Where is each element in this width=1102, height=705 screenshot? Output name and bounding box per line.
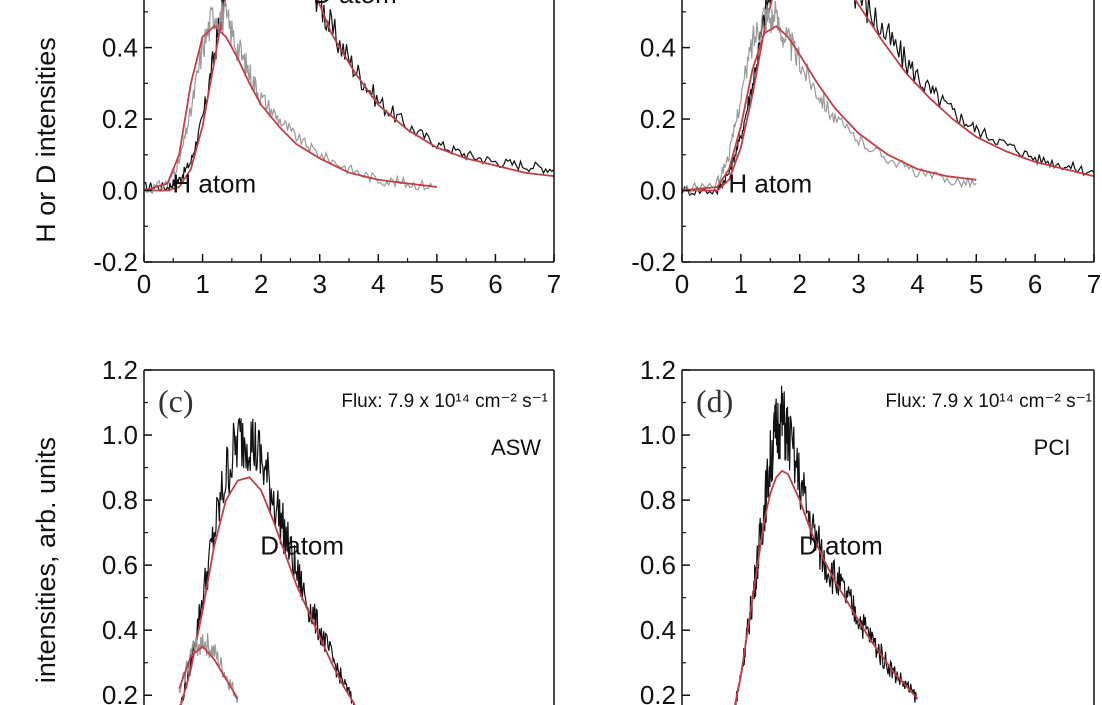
panel-b-xtick-label: 4	[910, 269, 924, 299]
panel-c-annotations: D atom	[260, 531, 344, 561]
panel-d-ytick-label: 1.2	[640, 355, 676, 385]
panel-b-plot	[682, 0, 1094, 197]
panel-b-annotations: H atom	[728, 168, 812, 198]
panel-d-series-d-fit	[734, 469, 919, 705]
panel-c-ytick-label: 0.4	[102, 615, 138, 645]
panel-b-ytick-label: 0.0	[640, 176, 676, 206]
panel-c-ytick-label: 0.8	[102, 485, 138, 515]
panel-d-ytick-label: 0.8	[640, 485, 676, 515]
panel-a-xtick-label: 3	[312, 269, 326, 299]
panel-a-axes: -0.2 0.0 0.2 0.4 0 1 2 3 4 5 6 7	[93, 0, 561, 299]
panel-a-series-d-fit	[144, 0, 554, 192]
panel-b-xtick-label: 5	[969, 269, 983, 299]
panel-a-xtick-label: 1	[195, 269, 209, 299]
panel-c: 0.2 0.4 0.6 0.8 1.0 1.2 D atom (c) Flux: 7.9 …	[102, 355, 555, 705]
panel-a-annotations: D atom H atom	[172, 0, 396, 198]
y-axis-title-top: H or D intensities	[31, 37, 61, 243]
panel-a-plot	[144, 0, 554, 195]
panel-b-xtick-label: 2	[792, 269, 806, 299]
panel-b-xtick-label: 7	[1087, 269, 1101, 299]
panel-d-sample: PCI	[1034, 435, 1071, 460]
panel-c-series-d-fit	[180, 476, 356, 705]
panel-b-xtick-label: 1	[734, 269, 748, 299]
panel-b-xtick-label: 3	[851, 269, 865, 299]
panel-a-annotation: H atom	[172, 168, 256, 198]
panel-a-ytick-label: -0.2	[93, 247, 138, 277]
panel-a-xtick-label: 5	[430, 269, 444, 299]
panel-a-annotation: D atom	[313, 0, 397, 9]
panel-d-ytick-label: 1.0	[640, 420, 676, 450]
panel-b-series-d-fit	[682, 0, 1094, 192]
panel-c-label: (c)	[158, 383, 194, 419]
panel-b-ytick-label: -0.2	[631, 247, 676, 277]
panel-c-ytick-label: 1.0	[102, 420, 138, 450]
panel-d-annotations: D atom	[799, 531, 883, 561]
panel-b-series-d-data	[682, 0, 1094, 197]
panel-d: 0.2 0.4 0.6 0.8 1.0 1.2 D atom (d) Flux: 7.9 …	[640, 355, 1095, 705]
panel-c-series-h-data	[178, 633, 239, 704]
panel-a: -0.2 0.0 0.2 0.4 0 1 2 3 4 5 6 7 D atom H atom	[93, 0, 561, 299]
panel-a-ytick-label: 0.4	[102, 33, 138, 63]
panel-c-ytick-label: 0.6	[102, 550, 138, 580]
panel-b-series-h-data	[682, 0, 977, 196]
panel-c-plot	[178, 417, 356, 705]
panel-d-flux: Flux: 7.9 x 10¹⁴ cm⁻² s⁻¹	[885, 391, 1092, 412]
panel-b: -0.2 0.0 0.2 0.4 0 1 2 3 4 5 6 7 H atom	[631, 0, 1101, 299]
panel-a-ytick-label: 0.0	[102, 176, 138, 206]
panel-a-xtick-label: 4	[371, 269, 385, 299]
panel-a-series-h-data	[144, 0, 438, 195]
panel-d-ytick-label: 0.2	[640, 680, 676, 705]
panel-a-series-h-fit	[144, 25, 438, 192]
panel-c-series-d-data	[179, 417, 355, 705]
panel-b-annotation: H atom	[728, 168, 812, 198]
panel-d-axes: 0.2 0.4 0.6 0.8 1.0 1.2	[640, 355, 1095, 705]
panel-a-xtick-label: 0	[137, 269, 151, 299]
panel-d-ytick-label: 0.4	[640, 615, 676, 645]
panel-c-annotation: D atom	[260, 531, 344, 561]
panel-c-ytick-label: 1.2	[102, 355, 138, 385]
panel-a-series-d-data	[144, 0, 554, 194]
panel-a-ytick-label: 0.2	[102, 104, 138, 134]
panel-c-ytick-label: 0.2	[102, 680, 138, 705]
panel-c-sample: ASW	[491, 435, 541, 460]
panel-d-plot	[734, 385, 919, 705]
panel-c-flux: Flux: 7.9 x 10¹⁴ cm⁻² s⁻¹	[341, 391, 548, 412]
panel-b-xtick-label: 0	[675, 269, 689, 299]
panel-d-annotation: D atom	[799, 531, 883, 561]
panel-b-axes: -0.2 0.0 0.2 0.4 0 1 2 3 4 5 6 7	[631, 0, 1101, 299]
y-axis-title-bottom: intensities, arb. units	[31, 437, 61, 683]
panel-a-xtick-label: 7	[547, 269, 561, 299]
panel-d-label: (d)	[696, 383, 733, 419]
panel-b-ytick-label: 0.2	[640, 104, 676, 134]
panel-b-series-h-fit	[682, 25, 977, 192]
panel-b-xtick-label: 6	[1028, 269, 1042, 299]
panel-b-ytick-label: 0.4	[640, 33, 676, 63]
panel-c-series-h-fit	[178, 645, 239, 699]
panel-d-ytick-label: 0.6	[640, 550, 676, 580]
panel-a-xtick-label: 6	[488, 269, 502, 299]
panel-c-axes: 0.2 0.4 0.6 0.8 1.0 1.2	[102, 355, 555, 705]
panel-a-xtick-label: 2	[254, 269, 268, 299]
